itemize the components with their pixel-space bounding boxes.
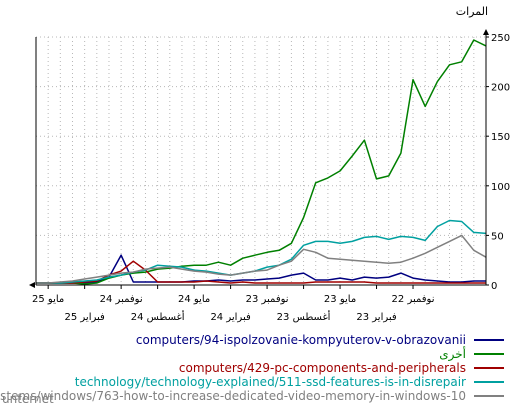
series-lines bbox=[36, 39, 487, 285]
legend-label: computers/429-pc-components-and-peripher… bbox=[179, 361, 466, 375]
x-tick-label: فبراير 25 bbox=[64, 312, 105, 323]
series-line-3 bbox=[36, 219, 487, 284]
legend-label: أخرى bbox=[439, 346, 466, 362]
axes: 0 50 100 150 200 250 مايو 25 نوفمبر 24 مايو 24 نو… bbox=[29, 29, 510, 323]
x-tick-label: نوفمبر 23 bbox=[246, 294, 289, 305]
footer-text: unternet bbox=[2, 392, 54, 405]
x-tick-label: نوفمبر 24 bbox=[100, 294, 143, 305]
y-axis-arrow bbox=[483, 29, 489, 35]
series-line-1 bbox=[36, 39, 487, 285]
y-tick-label: 250 bbox=[491, 33, 510, 44]
x-tick-label: فبراير 23 bbox=[356, 312, 397, 323]
x-tick-label: مايو 25 bbox=[32, 294, 64, 305]
x-tick-label: فبراير 24 bbox=[210, 312, 251, 323]
y-tick-label: 150 bbox=[491, 132, 510, 143]
x-tick-label: مايو 23 bbox=[324, 294, 356, 305]
x-tick-label: أغسطس 24 bbox=[131, 310, 185, 323]
legend: computers/94-ispolzovanie-kompyuterov-v-… bbox=[0, 333, 504, 403]
series-line-0 bbox=[36, 254, 486, 284]
y-tick-label: 100 bbox=[491, 182, 510, 193]
x-tick-label: مايو 24 bbox=[178, 294, 210, 305]
legend-label: technology/technology-explained/511-ssd-… bbox=[75, 375, 466, 389]
legend-label: systems/windows/763-how-to-increase-dedi… bbox=[0, 389, 466, 403]
series-line-4 bbox=[36, 234, 487, 284]
x-tick-label: أغسطس 23 bbox=[277, 310, 331, 323]
gridlines bbox=[35, 36, 487, 285]
y-tick-label: 0 bbox=[491, 281, 497, 292]
x-axis-arrow bbox=[29, 282, 35, 288]
y-axis-label: المرات bbox=[456, 5, 488, 18]
x-tick-label: نوفمبر 22 bbox=[392, 294, 435, 305]
y-tick-label: 50 bbox=[491, 231, 504, 242]
legend-label: computers/94-ispolzovanie-kompyuterov-v-… bbox=[136, 333, 466, 347]
y-tick-label: 200 bbox=[491, 83, 510, 94]
